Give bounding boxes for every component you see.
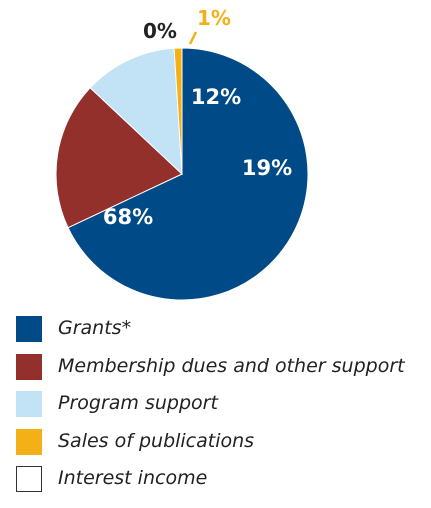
legend-swatch-grants (16, 316, 42, 342)
legend-label-grants: Grants* (58, 317, 132, 339)
legend-item-membership: Membership dues and other support (16, 350, 426, 388)
legend: Grants* Membership dues and other suppor… (16, 312, 426, 500)
legend-swatch-interest (16, 466, 42, 492)
legend-item-program-support: Program support (16, 387, 426, 425)
data-label-sales-of-publications: 1% (197, 6, 231, 30)
legend-label-interest: Interest income (58, 467, 208, 489)
pie-slice-sales-of-publications (173, 47, 183, 175)
pie-slice-program-support (89, 47, 183, 176)
legend-label-membership: Membership dues and other support (58, 354, 405, 377)
pie-labels: 68% 19% 12% 1% 0% (103, 6, 292, 229)
data-label-grants: 68% (103, 205, 153, 229)
sales-leader-line (188, 31, 198, 45)
pie-chart: 68% 19% 12% 1% 0% (55, 6, 309, 301)
legend-swatch-membership (16, 353, 42, 380)
legend-item-sales: Sales of publications (16, 425, 426, 463)
legend-swatch-sales (16, 428, 42, 455)
data-label-membership-dues-and-other-support: 19% (242, 156, 292, 180)
legend-label-program-support: Program support (58, 392, 218, 414)
pie-slice-membership-dues-and-other-support (55, 87, 183, 229)
data-label-program-support: 12% (191, 85, 241, 109)
legend-swatch-program-support (16, 391, 42, 417)
pie-slices (55, 47, 309, 301)
data-label-interest-income: 0% (143, 19, 177, 43)
legend-label-sales: Sales of publications (58, 429, 255, 452)
legend-item-interest: Interest income (16, 462, 426, 500)
pie-slice-grants (67, 47, 309, 301)
legend-item-grants: Grants* (16, 312, 426, 350)
